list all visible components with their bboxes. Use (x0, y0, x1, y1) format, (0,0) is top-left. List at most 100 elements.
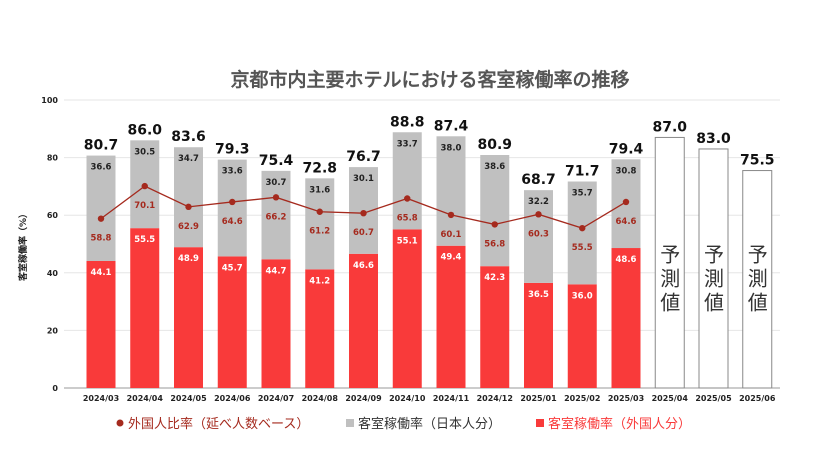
total-value-label: 68.7 (521, 172, 556, 188)
y-tick-label: 20 (47, 326, 59, 335)
y-tick-label: 0 (52, 384, 58, 393)
bar-foreign (130, 228, 160, 388)
ratio-value-label: 60.1 (441, 230, 462, 240)
japanese-value-label: 30.7 (266, 178, 287, 188)
y-tick-label: 100 (41, 96, 58, 105)
bar-forecast (698, 148, 729, 389)
ratio-value-label: 64.6 (616, 217, 637, 227)
x-tick-label: 2025/01 (520, 394, 557, 403)
legend: 外国人比率（延べ人数ベース） 客室稼働率（日本人分） 客室稼働率（外国人分） (116, 416, 691, 432)
foreign-value-label: 48.9 (178, 254, 199, 264)
bar-foreign (349, 253, 378, 388)
japanese-value-label: 34.7 (178, 154, 199, 164)
total-value-label: 75.4 (259, 153, 294, 169)
ratio-value-label: 62.9 (178, 222, 199, 232)
ratio-value-label: 65.8 (397, 213, 418, 223)
foreign-value-label: 45.7 (222, 263, 243, 273)
foreign-value-label: 49.4 (441, 253, 462, 263)
japanese-value-label: 30.5 (134, 147, 155, 157)
ratio-point (579, 224, 586, 232)
bar-japanese (436, 136, 466, 246)
bar-japanese (261, 170, 291, 260)
bar-foreign (305, 269, 335, 388)
x-tick-label: 2025/05 (695, 394, 732, 403)
ratio-point (316, 208, 323, 215)
legend-label: 客室稼働率（外国人分） (548, 416, 691, 432)
x-tick-label: 2025/06 (739, 394, 776, 403)
ratio-point (622, 198, 630, 206)
bar-japanese (524, 190, 553, 283)
ratio-point (535, 211, 542, 218)
total-value-label: 80.9 (477, 137, 512, 153)
x-tick-label: 2024/12 (477, 394, 513, 403)
bar-forecast (654, 136, 685, 389)
x-tick-label: 2024/09 (345, 394, 382, 403)
ratio-point (229, 198, 236, 206)
legend-marker-ratio (116, 419, 124, 427)
bar-foreign (611, 248, 641, 388)
x-tick-label: 2025/04 (652, 394, 689, 403)
ratio-line (97, 182, 630, 232)
y-tick-label: 80 (47, 154, 59, 163)
foreign-value-label: 46.6 (353, 261, 374, 271)
ratio-value-label: 58.8 (91, 234, 112, 244)
japanese-value-label: 38.0 (441, 143, 462, 153)
ratio-point (141, 182, 148, 190)
forecast-label: 予測値 (744, 244, 769, 316)
japanese-value-label: 33.7 (397, 139, 418, 149)
foreign-value-label: 41.2 (309, 276, 330, 286)
japanese-value-label: 32.2 (528, 197, 549, 207)
total-value-label: 71.7 (565, 164, 600, 180)
x-tick-label: 2024/04 (127, 394, 164, 403)
japanese-value-label: 31.6 (309, 185, 330, 195)
total-value-label: 83.6 (171, 129, 206, 145)
x-tick-label: 2024/03 (83, 394, 119, 403)
bar-japanese (217, 159, 247, 257)
legend-label: 客室稼働率（日本人分） (358, 416, 501, 432)
x-axis-ticks: 2024/03 2024/04 2024/05 2024/06 2024/07 2024/… (83, 394, 776, 403)
legend-marker-bar (536, 419, 544, 427)
total-value-label: 72.8 (302, 160, 337, 176)
ratio-value-label: 66.2 (266, 212, 287, 222)
ratio-point (272, 194, 280, 201)
total-value-label: 76.7 (346, 149, 381, 165)
japanese-value-label: 30.1 (353, 174, 374, 184)
x-tick-label: 2024/05 (170, 394, 207, 403)
bar-japanese (305, 178, 335, 270)
foreign-value-label: 44.1 (91, 268, 112, 278)
bar-foreign (174, 247, 203, 388)
bar-japanese (174, 147, 203, 248)
legend-marker-bar (346, 419, 354, 427)
x-tick-label: 2025/03 (608, 394, 644, 403)
bar-foreign (480, 266, 510, 388)
bar-foreign (567, 284, 597, 388)
x-tick-label: 2024/06 (214, 394, 251, 403)
x-tick-label: 2024/07 (258, 394, 294, 403)
total-value-label: 86.0 (127, 122, 162, 138)
bar-forecast (742, 170, 773, 389)
ratio-point (404, 195, 411, 202)
foreign-value-label: 55.1 (397, 236, 418, 246)
ratio-point (491, 221, 498, 228)
y-tick-label: 40 (47, 269, 59, 278)
foreign-value-label: 42.3 (484, 273, 505, 283)
ratio-value-label: 56.8 (484, 239, 505, 249)
total-value-label: 83.0 (696, 131, 731, 147)
ratio-point (185, 203, 192, 211)
bar-foreign (261, 259, 291, 388)
ratio-value-label: 70.1 (134, 201, 155, 211)
forecast-label: 予測値 (700, 244, 725, 316)
ratio-point (97, 215, 105, 222)
total-value-label: 88.8 (390, 114, 425, 130)
total-value-label: 75.5 (740, 153, 775, 169)
foreign-value-label: 36.0 (572, 291, 593, 301)
japanese-value-label: 33.6 (222, 167, 243, 177)
ratio-point (360, 209, 367, 217)
foreign-value-label: 44.7 (266, 266, 287, 276)
bar-japanese (86, 155, 116, 261)
japanese-value-label: 35.7 (572, 189, 593, 199)
data-labels: 44.1 36.6 58.8 80.7 55.5 30.5 70.1 86.0 48.9 34.7… (84, 114, 775, 301)
bar-foreign (524, 282, 553, 388)
foreign-value-label: 55.5 (134, 235, 155, 245)
